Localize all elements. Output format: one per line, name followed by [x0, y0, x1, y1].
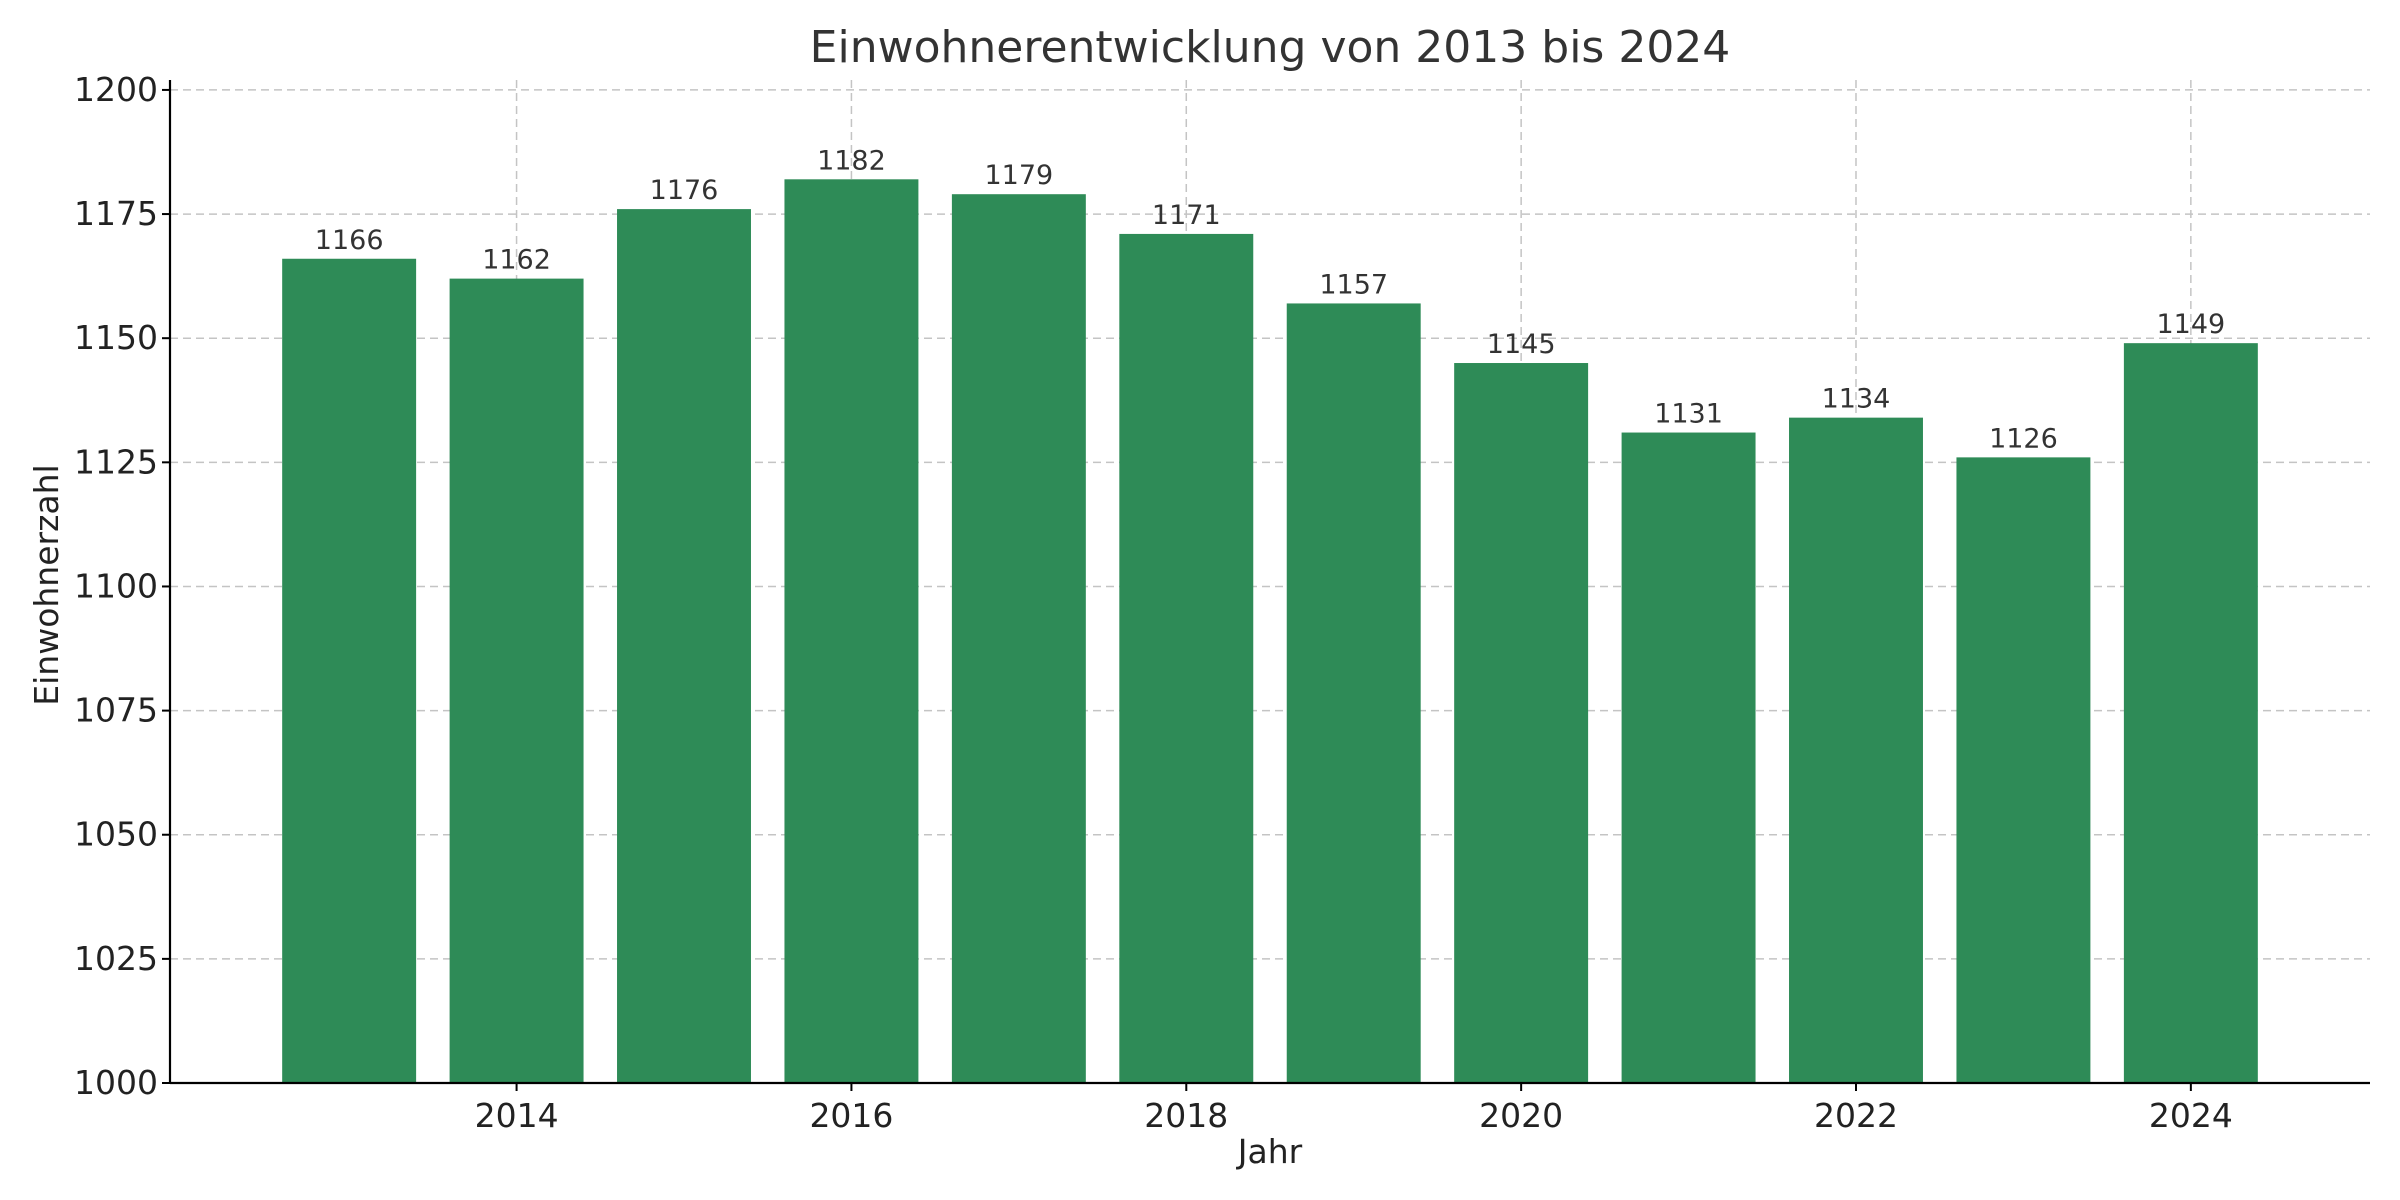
bar-2024 [2123, 343, 2258, 1084]
y-tick-label-1175: 1175 [74, 194, 158, 233]
x-axis-label: Jahr [1236, 1132, 1303, 1171]
bar-value-label-2014: 1162 [482, 245, 551, 276]
x-tick-label-2020: 2020 [1479, 1096, 1563, 1135]
y-tick-label-1125: 1125 [74, 442, 158, 481]
x-tick-label-2022: 2022 [1814, 1096, 1898, 1135]
bars-layer [282, 179, 2258, 1084]
x-tick-label-2014: 2014 [475, 1096, 559, 1135]
y-tick-label-1075: 1075 [74, 691, 158, 730]
bar-value-label-2016: 1182 [817, 145, 886, 176]
bar-value-label-2020: 1145 [1487, 329, 1556, 360]
bar-2020 [1454, 363, 1589, 1083]
x-tick-label-2016: 2016 [809, 1096, 893, 1135]
bar-2023 [1956, 457, 2091, 1083]
bar-2015 [617, 209, 751, 1084]
axes-layer [168, 80, 2370, 1085]
x-tick-label-2018: 2018 [1144, 1096, 1228, 1135]
chart-title: Einwohnerentwicklung von 2013 bis 2024 [810, 22, 1731, 73]
bar-2019 [1286, 303, 1421, 1084]
bar-labels-layer: 1166 1162 1176 1182 1179 1171 1157 1145 1131 1134… [315, 145, 2225, 454]
y-tick-label-1000: 1000 [74, 1063, 158, 1102]
bar-2014 [449, 278, 584, 1083]
bar-value-label-2017: 1179 [984, 160, 1053, 191]
bar-value-label-2024: 1149 [2156, 309, 2225, 340]
bar-value-label-2019: 1157 [1319, 269, 1388, 300]
bar-2017 [951, 194, 1086, 1083]
bar-2016 [784, 179, 919, 1083]
y-tick-label-1100: 1100 [74, 566, 158, 605]
ticks-layer: 1000 1025 1050 1075 1100 1125 1150 1175 1200 2014… [74, 70, 2233, 1135]
y-tick-label-1050: 1050 [74, 815, 158, 854]
bar-value-label-2022: 1134 [1822, 384, 1891, 415]
bar-value-label-2021: 1131 [1654, 399, 1723, 430]
bar-value-label-2018: 1171 [1152, 200, 1221, 231]
bar-2021 [1621, 432, 1756, 1083]
y-tick-label-1025: 1025 [74, 939, 158, 978]
x-tick-label-2024: 2024 [2149, 1096, 2233, 1135]
bar-value-label-2023: 1126 [1989, 423, 2058, 454]
y-tick-label-1150: 1150 [74, 318, 158, 357]
bar-2022 [1789, 417, 1923, 1083]
bar-value-label-2015: 1176 [650, 175, 719, 206]
bar-value-label-2013: 1166 [315, 225, 384, 256]
bar-2018 [1119, 233, 1254, 1084]
bar-2013 [282, 258, 417, 1084]
y-axis-label: Einwohnerzahl [27, 464, 66, 705]
y-tick-label-1200: 1200 [74, 70, 158, 109]
